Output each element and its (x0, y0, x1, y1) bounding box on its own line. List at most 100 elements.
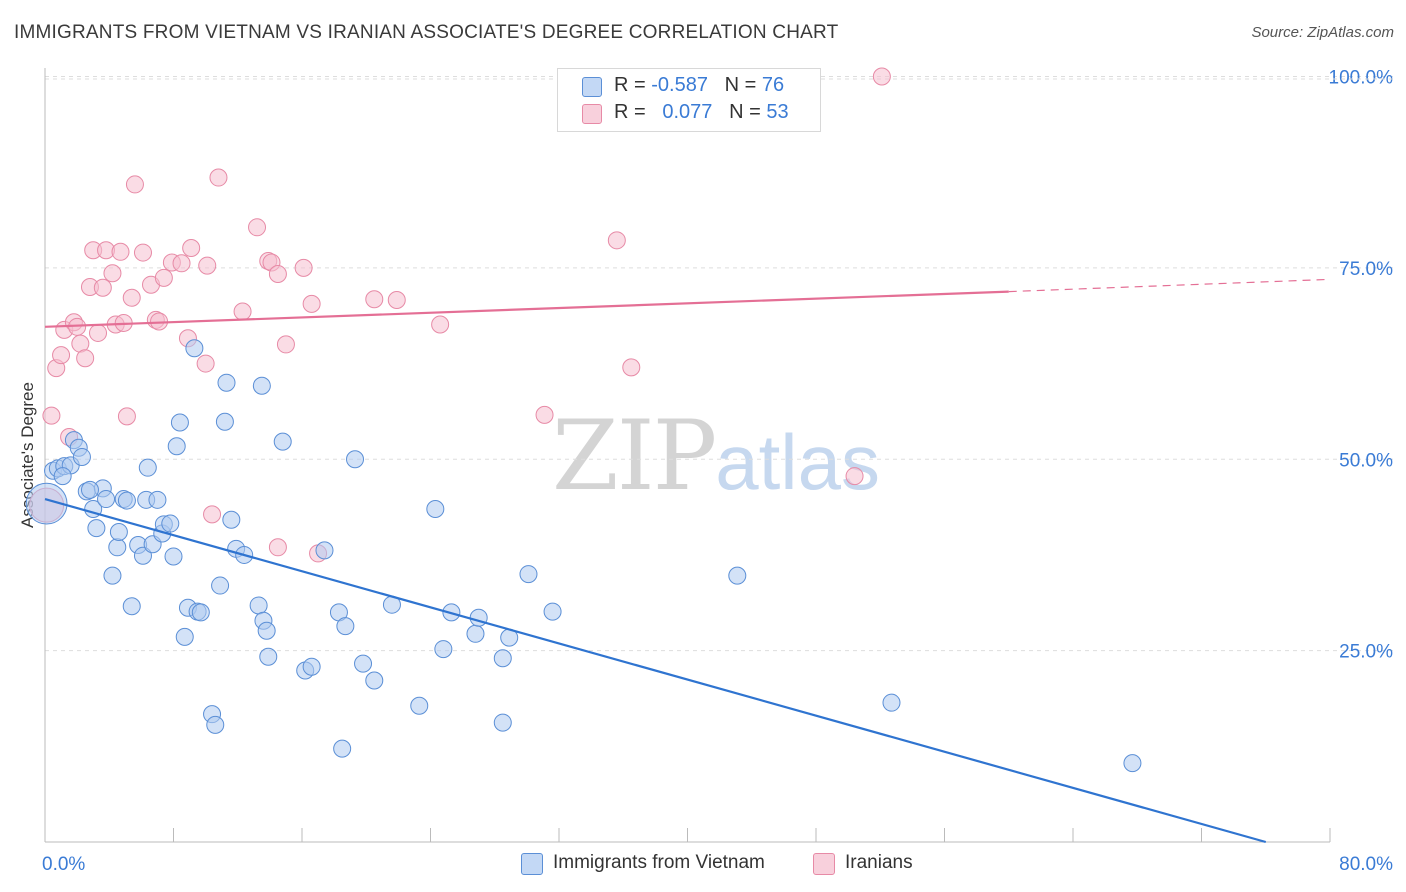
iranian-point (268, 538, 287, 557)
vietnam-point (80, 480, 99, 499)
iranian-point (154, 268, 173, 287)
vietnam-point (434, 640, 453, 659)
legend-r-label: R = (614, 101, 646, 123)
vietnam-point (206, 715, 225, 734)
series-legend: Immigrants from Vietnam Iranians (0, 852, 1406, 876)
series-label-iranians: Iranians (845, 852, 913, 873)
iranian-point (365, 290, 384, 309)
iranian-point (845, 467, 864, 486)
y-tick-label: 50.0% (1339, 450, 1393, 471)
series-swatch-iranians (813, 853, 835, 875)
vietnam-point (493, 713, 512, 732)
vietnam-point (543, 602, 562, 621)
vietnam-point (215, 412, 234, 431)
iranian-point (182, 238, 201, 257)
vietnam-point (257, 621, 276, 640)
vietnam-point (493, 649, 512, 668)
vietnam-point (1123, 754, 1142, 773)
iranian-point (89, 323, 108, 342)
vietnam-point (122, 597, 141, 616)
series-swatch-vietnam (521, 853, 543, 875)
vietnam-point (302, 657, 321, 676)
iranian-point (122, 288, 141, 307)
vietnam-point (161, 514, 180, 533)
vietnam-point (211, 576, 230, 595)
vietnam-point (365, 671, 384, 690)
vietnam-point (191, 603, 210, 622)
vietnam-point (87, 519, 106, 538)
vietnam-point (346, 450, 365, 469)
legend-n-value: 53 (766, 101, 789, 123)
vietnam-point (519, 565, 538, 584)
vietnam-point (336, 617, 355, 636)
iranian-point (622, 358, 641, 377)
iranian-point (294, 258, 313, 277)
iranian-point (431, 315, 450, 334)
iranian-trend-extension (1008, 278, 1331, 293)
vietnam-point (185, 339, 204, 358)
vietnam-point (53, 467, 72, 486)
iranian-point (387, 291, 406, 310)
vietnam-point (138, 458, 157, 477)
vietnam-trend-line (44, 497, 1267, 844)
legend-text-vietnam: R = -0.587 N = 76 (614, 74, 784, 97)
iranian-point (302, 294, 321, 313)
vietnam-point (315, 541, 334, 560)
watermark-zip: ZIP (552, 400, 717, 512)
iranian-point (248, 218, 267, 237)
vietnam-point (410, 696, 429, 715)
vietnam-point (109, 522, 128, 541)
vietnam-point (273, 432, 292, 451)
watermark-atlas: atlas (715, 418, 880, 506)
iranian-point (125, 175, 144, 194)
legend-r-value: -0.587 (651, 74, 708, 96)
iranian-point (535, 405, 554, 424)
vietnam-point (25, 482, 68, 525)
vietnam-point (108, 538, 127, 557)
vietnam-point (354, 654, 373, 673)
vietnam-point (222, 510, 241, 529)
iranian-point (117, 407, 136, 426)
legend-swatch-iranians (582, 104, 602, 124)
iranian-point (93, 278, 112, 297)
iranian-point (76, 349, 95, 368)
legend-r-value: 0.077 (662, 101, 713, 123)
legend-n-value: 76 (761, 74, 785, 96)
correlation-legend: R = -0.587 N = 76 R = 0.077 N = 53 (557, 68, 821, 132)
iranian-point (172, 254, 191, 273)
iranian-point (42, 406, 61, 425)
iranian-point (276, 335, 295, 354)
iranian-point (233, 302, 252, 321)
iranian-point (111, 242, 130, 261)
iranian-point (203, 505, 222, 524)
vietnam-point (217, 373, 236, 392)
vietnam-point (333, 739, 352, 758)
vietnam-point (728, 566, 747, 585)
legend-text-iranians: R = 0.077 N = 53 (614, 101, 789, 124)
x-tick-label: 80.0% (1339, 854, 1393, 875)
series-label-vietnam: Immigrants from Vietnam (553, 852, 765, 873)
iranian-trend-line (44, 290, 1009, 328)
legend-swatch-vietnam (582, 77, 602, 97)
vietnam-point (249, 596, 268, 615)
vietnam-point (167, 437, 186, 456)
watermark: ZIPatlas (552, 400, 880, 512)
vietnam-point (170, 413, 189, 432)
iranian-point (268, 264, 287, 283)
legend-n-label: N = (729, 101, 761, 123)
vietnam-point (882, 693, 901, 712)
chart-title: IMMIGRANTS FROM VIETNAM VS IRANIAN ASSOC… (14, 22, 839, 43)
iranian-point (196, 354, 215, 373)
vietnam-point (466, 624, 485, 643)
vietnam-point (117, 491, 136, 510)
vietnam-point (259, 647, 278, 666)
vietnam-point (252, 376, 271, 395)
vietnam-point (175, 627, 194, 646)
vietnam-point (133, 546, 152, 565)
y-tick-label: 100.0% (1329, 68, 1394, 89)
vietnam-point (148, 490, 167, 509)
x-tick-label: 0.0% (42, 854, 85, 875)
vietnam-point (164, 547, 183, 566)
iranian-point (607, 231, 626, 250)
